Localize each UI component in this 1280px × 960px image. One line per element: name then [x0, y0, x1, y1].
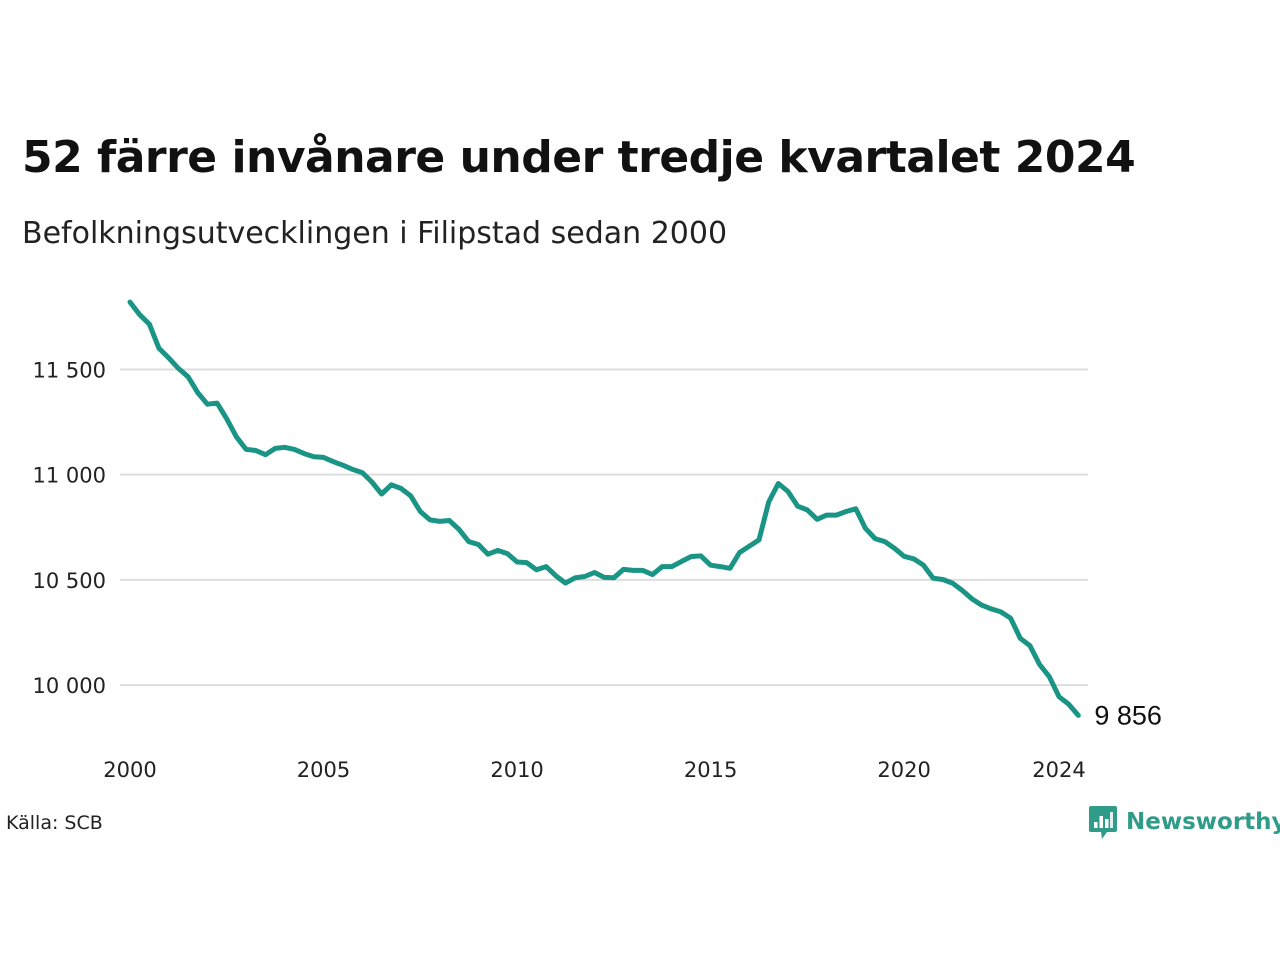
chart-title: 52 färre invånare under tredje kvartalet… — [22, 132, 1136, 183]
x-tick-label: 2015 — [684, 758, 737, 782]
y-tick-label: 10 500 — [33, 569, 106, 593]
series-line — [127, 299, 1081, 718]
x-tick-label: 2005 — [297, 758, 350, 782]
y-tick-label: 10 000 — [33, 674, 106, 698]
source-note: Källa: SCB — [6, 812, 103, 834]
series-lines — [127, 299, 1081, 718]
x-axis-ticks: 2000 2005 2010 2015 2020 2024 — [103, 758, 1085, 782]
newsworthy-logo-icon — [1089, 806, 1117, 839]
x-tick-label: 2010 — [490, 758, 543, 782]
y-tick-label: 11 500 — [33, 358, 106, 382]
end-value-label: 9 856 — [1094, 700, 1162, 730]
x-tick-label: 2000 — [103, 758, 156, 782]
brand-name: Newsworthy — [1126, 809, 1280, 835]
x-tick-label: 2020 — [877, 758, 930, 782]
y-tick-label: 11 000 — [33, 464, 106, 488]
brand-logo: Newsworthy — [1088, 804, 1280, 840]
chart-subtitle: Befolkningsutvecklingen i Filipstad seda… — [22, 216, 728, 251]
gridlines — [120, 368, 1088, 687]
x-tick-label: 2024 — [1032, 758, 1085, 782]
y-axis-ticks: 10 000 10 500 11 000 11 500 — [33, 358, 106, 698]
